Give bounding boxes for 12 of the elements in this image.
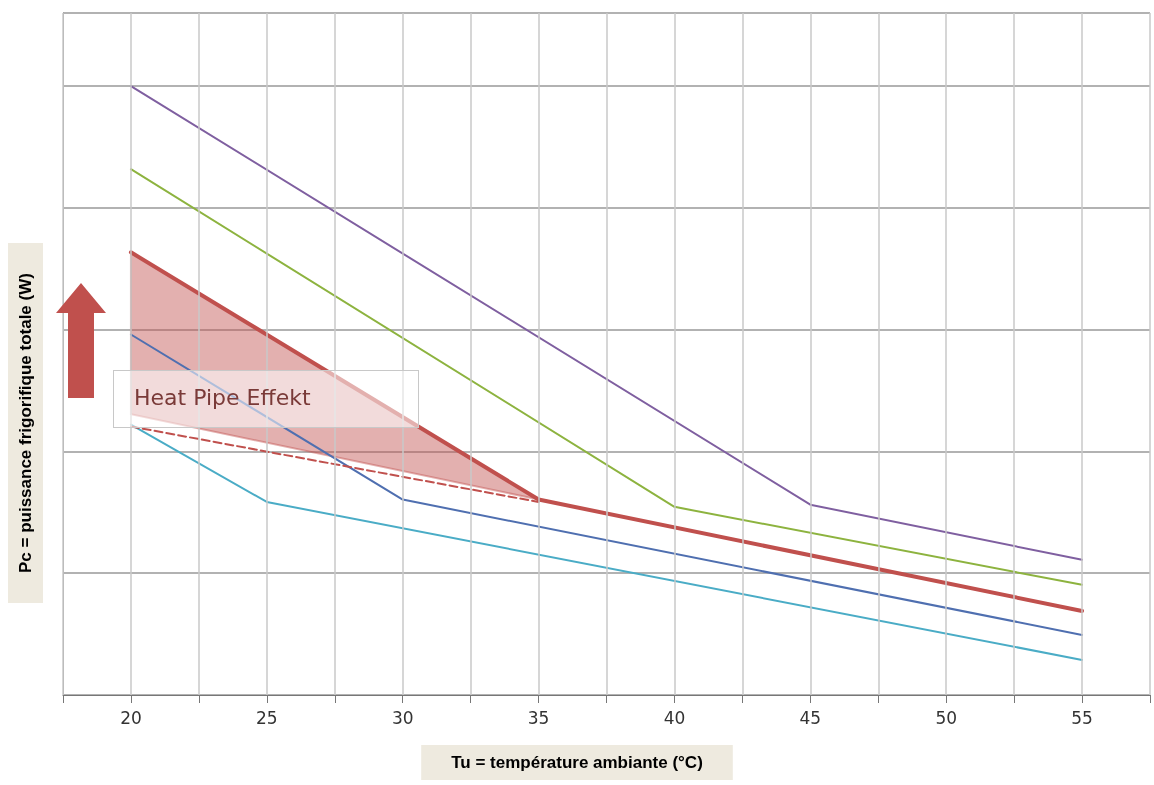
note-box: Heat Pipe Effekt bbox=[113, 370, 419, 428]
x-tick-label: 25 bbox=[255, 707, 278, 728]
x-tick-label: 30 bbox=[391, 707, 414, 728]
x-tick-label: 35 bbox=[527, 707, 550, 728]
x-tick-label: 45 bbox=[799, 707, 822, 728]
x-tick-label: 55 bbox=[1071, 707, 1093, 728]
x-tick-label: 20 bbox=[120, 707, 142, 728]
x-tick-label: 40 bbox=[663, 707, 686, 728]
x-axis-title: Tu = température ambiante (°C) bbox=[451, 753, 703, 772]
y-axis-title: Pc = puissance frigorifique totale (W) bbox=[16, 273, 35, 573]
x-tick-label: 50 bbox=[935, 707, 958, 728]
annotation: Heat Pipe Effekt bbox=[134, 385, 311, 410]
